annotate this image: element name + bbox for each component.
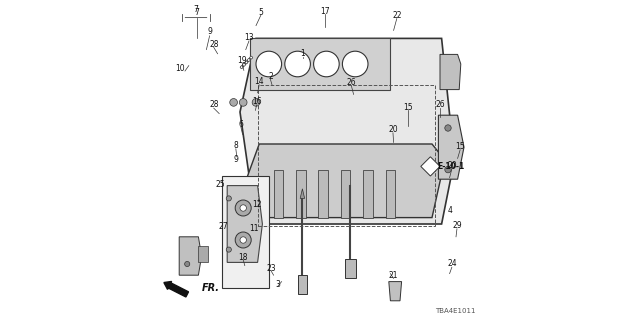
Circle shape [245,61,248,64]
Text: 7: 7 [195,8,199,17]
Circle shape [445,166,451,173]
Circle shape [314,51,339,77]
Circle shape [248,59,250,61]
Text: 23: 23 [266,264,276,273]
Text: 29: 29 [452,221,462,230]
Text: 5: 5 [259,8,263,17]
Bar [385,170,396,218]
Text: 4: 4 [448,206,453,215]
Polygon shape [246,144,445,218]
Text: 20: 20 [388,125,398,134]
Text: 6: 6 [239,120,243,129]
Circle shape [243,64,245,66]
Circle shape [236,232,252,248]
Text: 15: 15 [455,142,465,151]
Circle shape [250,56,253,59]
Text: 10: 10 [175,64,185,73]
Bar [340,170,351,218]
Text: 27: 27 [218,222,228,231]
Text: 13: 13 [244,33,254,42]
Circle shape [252,99,260,106]
Text: 16: 16 [252,97,262,106]
Bar [319,170,328,218]
Text: 3: 3 [275,280,280,289]
Text: E-10-1: E-10-1 [438,162,465,171]
Polygon shape [179,237,202,275]
Bar [274,170,284,218]
Text: 25: 25 [215,180,225,189]
Circle shape [256,51,282,77]
Bar [345,259,356,278]
Polygon shape [227,186,262,262]
Polygon shape [240,38,454,224]
Circle shape [240,205,246,211]
Text: 9: 9 [207,27,212,36]
Circle shape [285,51,310,77]
Text: 15: 15 [403,103,413,112]
Bar [258,85,435,226]
Polygon shape [388,282,402,301]
Circle shape [239,99,247,106]
Bar [223,176,269,288]
Polygon shape [438,115,464,179]
Text: 18: 18 [239,253,248,262]
Circle shape [184,261,189,267]
Bar [296,170,306,218]
Circle shape [445,125,451,131]
Circle shape [342,51,368,77]
Text: 17: 17 [320,7,330,16]
Text: TBA4E1011: TBA4E1011 [435,308,475,314]
Circle shape [230,99,237,106]
Text: 22: 22 [392,11,401,20]
Text: 7: 7 [194,5,198,14]
Text: 24: 24 [447,260,457,268]
Text: 28: 28 [209,100,218,109]
Text: 12: 12 [252,200,261,209]
Bar [198,246,208,262]
Bar [298,275,307,294]
Polygon shape [300,189,305,198]
Text: 8: 8 [234,141,238,150]
Circle shape [240,237,246,243]
Bar [364,170,372,218]
Polygon shape [250,38,390,90]
Text: 14: 14 [254,77,264,86]
FancyArrow shape [164,282,189,297]
Text: 20: 20 [447,161,457,170]
Text: 28: 28 [209,40,218,49]
Text: 19: 19 [237,56,247,65]
Text: 26: 26 [435,100,445,109]
Circle shape [240,66,243,68]
Text: 9: 9 [234,155,239,164]
Polygon shape [421,157,440,176]
Circle shape [227,196,232,201]
Circle shape [227,247,232,252]
Text: 11: 11 [250,224,259,233]
Text: 1: 1 [301,49,305,58]
Polygon shape [440,54,461,90]
Text: 26: 26 [346,78,356,87]
Text: 2: 2 [268,72,273,81]
Text: FR.: FR. [202,283,220,293]
Text: 21: 21 [389,271,398,280]
Circle shape [236,200,252,216]
